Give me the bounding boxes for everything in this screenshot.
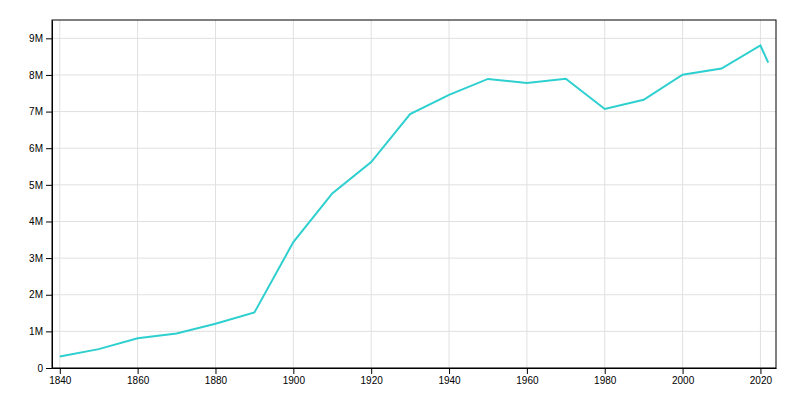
grid-line xyxy=(52,294,776,295)
tick: 2020 xyxy=(750,368,773,386)
tick-mark xyxy=(138,368,139,374)
tick-mark xyxy=(46,368,52,369)
tick: 2000 xyxy=(672,368,695,386)
tick-mark xyxy=(371,368,372,374)
tick: 1860 xyxy=(127,368,150,386)
tick-label: 1960 xyxy=(516,375,539,386)
tick: 6M xyxy=(29,143,52,154)
grid-line xyxy=(526,20,527,368)
tick-label: 2020 xyxy=(750,375,773,386)
tick: 1980 xyxy=(594,368,617,386)
tick-label: 1880 xyxy=(205,375,228,386)
tick-mark xyxy=(683,368,684,374)
tick: 3M xyxy=(29,253,52,264)
tick: 2M xyxy=(29,289,52,300)
tick-label: 1940 xyxy=(438,375,461,386)
tick: 1840 xyxy=(49,368,72,386)
tick-mark xyxy=(46,112,52,113)
grid xyxy=(52,20,776,368)
y-axis: 0 1M 2M 3M 4M 5M 6M 7M 8M 9M xyxy=(29,21,52,374)
tick: 8M xyxy=(29,70,52,81)
line xyxy=(60,45,768,356)
grid-line xyxy=(52,184,776,185)
grid-line xyxy=(52,331,776,332)
grid-line xyxy=(760,20,761,368)
plot-area: 1840 1860 1880 1900 1920 1940 1960 1980 2000 2020… xyxy=(29,20,776,386)
tick-label: 0 xyxy=(37,363,43,374)
grid-line xyxy=(52,74,776,75)
tick: 1920 xyxy=(361,368,384,386)
grid-line xyxy=(449,20,450,368)
tick-mark xyxy=(527,368,528,374)
tick: 1M xyxy=(29,326,52,337)
tick-label: 1900 xyxy=(283,375,306,386)
tick-label: 9M xyxy=(29,33,43,44)
tick-mark xyxy=(60,368,61,374)
tick-mark xyxy=(46,295,52,296)
grid-line xyxy=(52,258,776,259)
grid-line xyxy=(682,20,683,368)
tick-label: 6M xyxy=(29,143,43,154)
grid-line xyxy=(52,148,776,149)
grid-line xyxy=(371,20,372,368)
tick-mark xyxy=(46,185,52,186)
grid-line xyxy=(52,221,776,222)
tick-label: 7M xyxy=(29,106,43,117)
tick-mark xyxy=(46,38,52,39)
tick-label: 4M xyxy=(29,216,43,227)
tick: 1960 xyxy=(516,368,539,386)
grid-line xyxy=(293,20,294,368)
tick: 1900 xyxy=(283,368,306,386)
tick-mark xyxy=(605,368,606,374)
tick-mark xyxy=(46,75,52,76)
tick-mark xyxy=(215,368,216,374)
tick: 5M xyxy=(29,180,52,191)
axis-line xyxy=(53,368,777,369)
tick-label: 1980 xyxy=(594,375,617,386)
plot-frame xyxy=(52,20,776,368)
grid-line xyxy=(604,20,605,368)
grid-line xyxy=(137,20,138,368)
tick: 9M xyxy=(29,33,52,44)
grid-line xyxy=(215,20,216,368)
tick: 4M xyxy=(29,216,52,227)
tick-label: 8M xyxy=(29,70,43,81)
tick-label: 1840 xyxy=(49,375,72,386)
grid-line xyxy=(52,38,776,39)
tick: 0 xyxy=(37,363,52,374)
tick-mark xyxy=(46,221,52,222)
tick-mark xyxy=(293,368,294,374)
tick-label: 5M xyxy=(29,180,43,191)
axis-line xyxy=(52,21,53,369)
grid-line xyxy=(59,20,60,368)
tick-mark xyxy=(449,368,450,374)
tick-label: 1860 xyxy=(127,375,150,386)
tick-label: 3M xyxy=(29,253,43,264)
x-axis: 1840 1860 1880 1900 1920 1940 1960 1980 2000 2020 xyxy=(49,368,776,386)
tick-label: 1M xyxy=(29,326,43,337)
tick-mark xyxy=(46,258,52,259)
tick-label: 2000 xyxy=(672,375,695,386)
tick-label: 2M xyxy=(29,289,43,300)
tick: 1880 xyxy=(205,368,228,386)
series xyxy=(60,45,768,356)
tick-mark xyxy=(46,331,52,332)
tick-mark xyxy=(760,368,761,374)
tick-mark xyxy=(46,148,52,149)
tick: 7M xyxy=(29,106,52,117)
tick-label: 1920 xyxy=(361,375,384,386)
tick: 1940 xyxy=(438,368,461,386)
chart: 1840 1860 1880 1900 1920 1940 1960 1980 2000 2020… xyxy=(0,0,800,400)
